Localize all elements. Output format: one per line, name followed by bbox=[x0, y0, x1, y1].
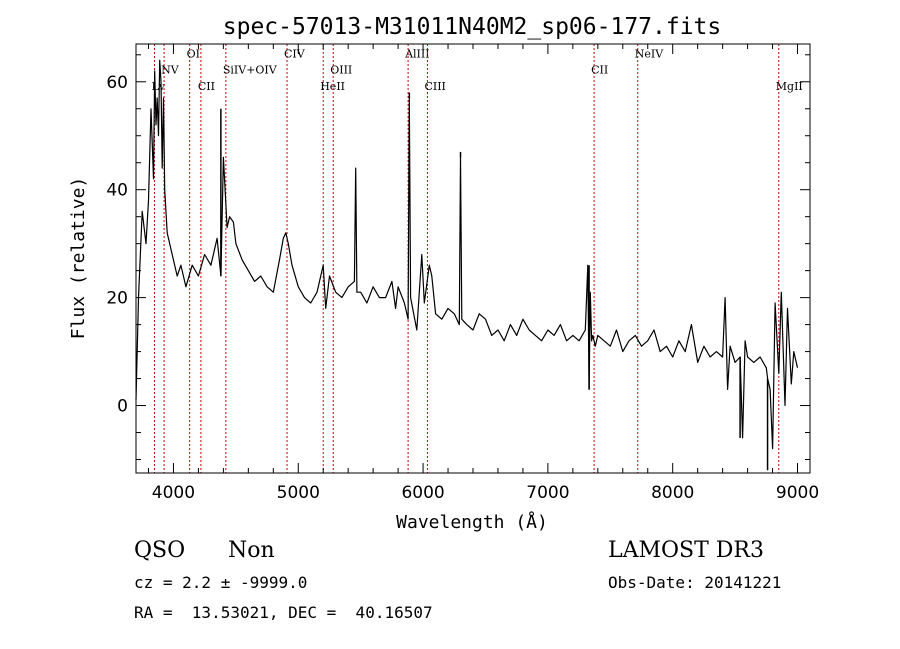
plot-frame bbox=[135, 43, 811, 474]
emission-line-markers: LvNVOICIISiIV+OIVCIVHeIIOIIIAlIIICIIICII… bbox=[151, 44, 803, 473]
x-tick-label-4: 8000 bbox=[651, 483, 694, 503]
series-line-0 bbox=[135, 59, 799, 450]
survey-name: LAMOST DR3 bbox=[608, 538, 764, 563]
line-label-1: NV bbox=[161, 64, 180, 77]
line-label-9: CIII bbox=[424, 80, 445, 93]
object-subclass: Non bbox=[228, 538, 275, 563]
x-tick-label-5: 9000 bbox=[776, 483, 819, 503]
y-tick-label-1: 20 bbox=[106, 289, 128, 309]
y-tick-label-2: 40 bbox=[106, 181, 128, 201]
line-label-5: CIV bbox=[284, 47, 306, 60]
line-label-2: OI bbox=[187, 47, 200, 60]
line-label-11: NeIV bbox=[635, 47, 664, 60]
line-label-10: CII bbox=[591, 64, 608, 77]
object-class: QSO bbox=[134, 538, 186, 563]
line-label-7: OIII bbox=[330, 64, 352, 77]
spectrum-series bbox=[135, 59, 799, 471]
spectrum-chart: spec-57013-M31011N40M2_sp06-177.fits LvN… bbox=[68, 14, 819, 533]
y-tick-label-0: 0 bbox=[117, 397, 128, 417]
redshift-readout: cz = 2.2 ± -9999.0 bbox=[134, 573, 308, 592]
coordinates-readout: RA = 13.53021, DEC = 40.16507 bbox=[134, 603, 433, 622]
line-label-8: AlIII bbox=[404, 47, 430, 60]
observation-date: Obs-Date: 20141221 bbox=[608, 573, 782, 592]
line-label-12: MgII bbox=[776, 80, 803, 93]
line-label-6: HeII bbox=[320, 80, 345, 93]
line-label-4: SiIV+OIV bbox=[223, 64, 278, 77]
axis-ticks: 4000 5000 6000 7000 8000 9000 0 20 40 60 bbox=[106, 44, 819, 503]
y-tick-label-3: 60 bbox=[106, 73, 128, 93]
line-label-3: CII bbox=[198, 80, 215, 93]
chart-title: spec-57013-M31011N40M2_sp06-177.fits bbox=[223, 14, 722, 40]
x-tick-label-1: 5000 bbox=[277, 483, 320, 503]
y-axis-label: Flux (relative) bbox=[68, 177, 89, 340]
x-axis-label: Wavelength (Å) bbox=[396, 511, 548, 533]
x-tick-label-0: 4000 bbox=[152, 483, 195, 503]
x-tick-label-2: 6000 bbox=[401, 483, 444, 503]
x-tick-label-3: 7000 bbox=[526, 483, 569, 503]
